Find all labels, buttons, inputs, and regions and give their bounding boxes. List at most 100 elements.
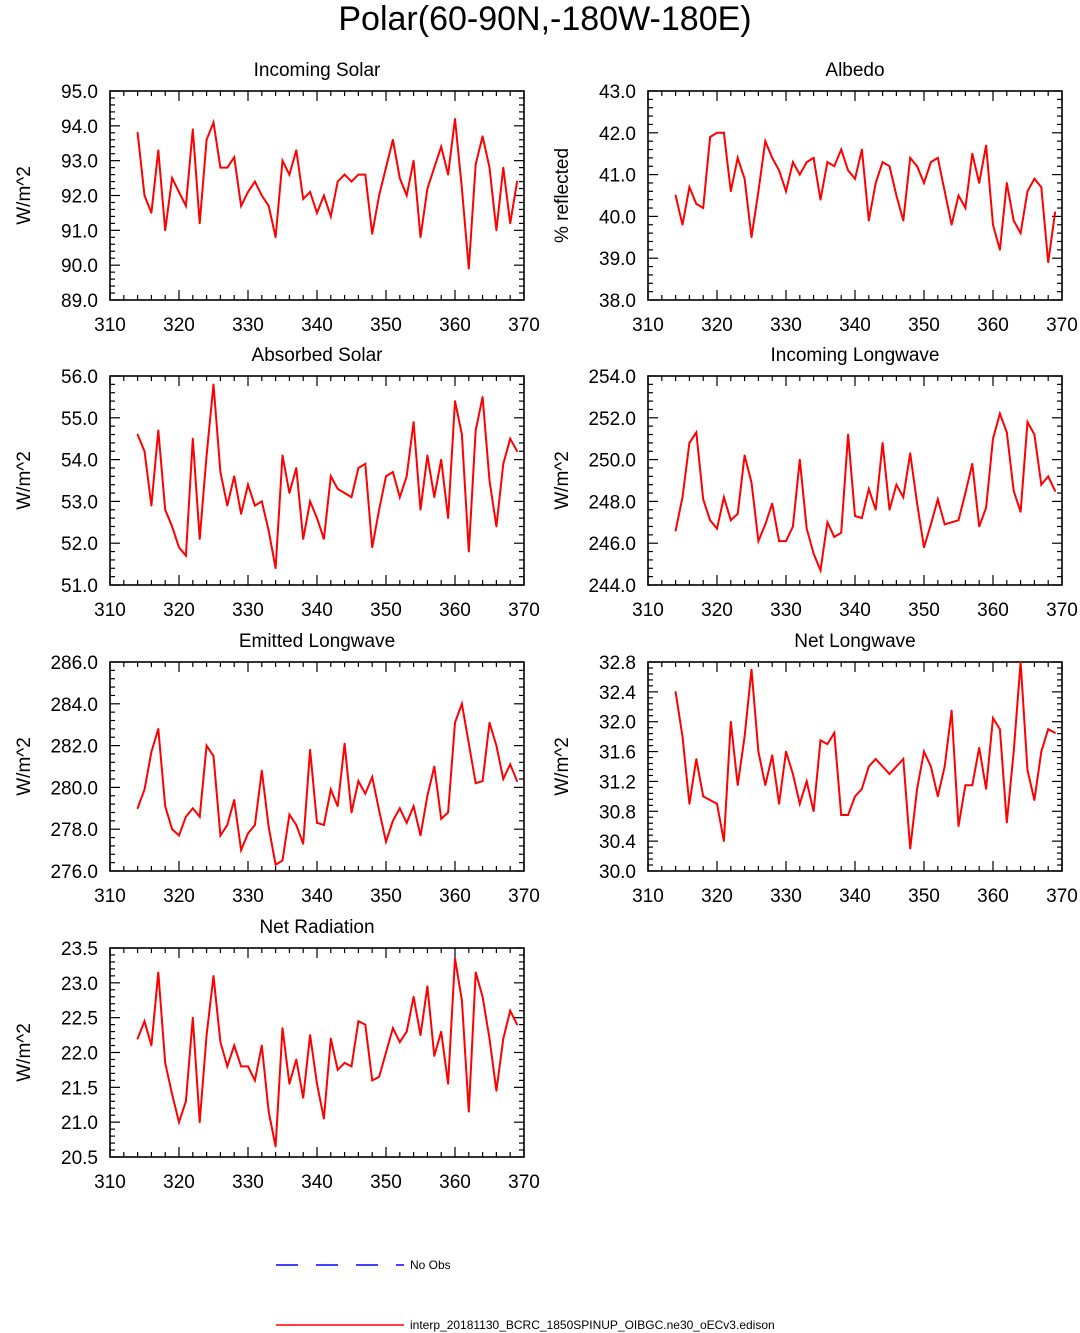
panel-3: Incoming Longwave W/m^2 310 320 330 340 350 360… [552, 345, 1078, 621]
data-point [688, 802, 691, 805]
y-tick-label: 278.0 [50, 820, 98, 841]
y-tick-label: 40.0 [599, 207, 636, 228]
data-point [385, 840, 387, 843]
data-point [736, 784, 739, 787]
data-point [743, 454, 746, 457]
data-point [316, 517, 318, 520]
data-point [702, 207, 705, 209]
data-point [992, 437, 994, 440]
data-point [736, 513, 739, 515]
data-point [198, 815, 201, 818]
data-point [447, 517, 449, 520]
data-point [509, 763, 512, 766]
data-point [729, 519, 732, 522]
data-point [833, 732, 836, 734]
y-tick-label: 32.4 [599, 683, 636, 704]
data-point [212, 121, 215, 124]
data-point [336, 487, 339, 490]
data-point [378, 1075, 380, 1078]
legend-model-label: interp_20181130_BCRC_1850SPINUP_OIBGC.ne… [410, 1318, 775, 1332]
data-point [509, 437, 512, 440]
data-point [191, 1016, 194, 1019]
data-point [812, 156, 815, 159]
data-point [681, 223, 684, 226]
data-point [1026, 190, 1029, 193]
data-point [454, 957, 456, 960]
y-tick-label: 91.0 [61, 221, 98, 242]
y-tick-label: 21.5 [61, 1078, 98, 1099]
data-point [219, 166, 222, 169]
data-point [674, 690, 677, 693]
data-point [874, 758, 877, 760]
data-point [474, 782, 477, 785]
x-tick-label: 340 [301, 600, 333, 621]
data-point [343, 173, 346, 176]
data-point [274, 1145, 277, 1148]
y-axis-label: W/m^2 [14, 737, 35, 796]
data-point [502, 462, 505, 465]
data-point [205, 1034, 208, 1036]
data-point [812, 552, 815, 555]
data-point [957, 519, 960, 522]
panels: Incoming Solar W/m^2 310 320 330 340 350 360 370… [14, 60, 1078, 1193]
data-point [999, 412, 1001, 415]
data-point [992, 717, 994, 719]
data-point [474, 163, 477, 166]
y-tick-label: 282.0 [50, 737, 98, 758]
data-point [233, 475, 236, 478]
data-point [812, 810, 815, 813]
data-point [495, 229, 498, 232]
y-tick-label: 286.0 [50, 653, 98, 674]
data-point [329, 215, 332, 218]
data-point [888, 508, 891, 511]
y-tick-label: 284.0 [50, 695, 98, 716]
data-point [847, 169, 849, 172]
data-point [433, 765, 436, 768]
plot-frame [647, 90, 1063, 301]
data-point [171, 828, 174, 831]
y-tick-label: 39.0 [599, 249, 636, 270]
data-point [350, 1065, 353, 1068]
data-point [164, 508, 167, 511]
y-tick-label: 30.4 [599, 832, 636, 853]
data-point [743, 177, 746, 180]
data-point [736, 156, 739, 159]
data-point [971, 152, 974, 155]
data-point [254, 504, 256, 507]
data-point [936, 498, 939, 501]
data-point [185, 1100, 187, 1103]
y-tick-label: 42.0 [599, 124, 636, 145]
data-point [419, 1034, 422, 1036]
data-point [371, 776, 374, 778]
data-point [516, 180, 518, 183]
data-point [371, 546, 374, 549]
data-point [695, 202, 698, 205]
data-point [157, 971, 160, 974]
data-point [1054, 732, 1056, 734]
data-point [288, 813, 291, 816]
panel-title: Absorbed Solar [252, 345, 384, 366]
data-point [792, 525, 794, 528]
y-tick-label: 20.5 [61, 1148, 98, 1169]
panel-title: Net Radiation [259, 917, 374, 938]
data-point [364, 173, 367, 176]
data-point [999, 248, 1001, 251]
data-point [695, 758, 698, 760]
data-point [219, 1041, 222, 1043]
data-point [398, 177, 401, 179]
panel-1: Albedo % reflected 310 320 330 340 350 360 370 38… [552, 60, 1078, 336]
data-point [985, 144, 987, 147]
data-point [819, 198, 822, 201]
data-point [302, 198, 305, 200]
data-point [943, 190, 946, 193]
data-point [778, 540, 780, 543]
x-tick-label: 320 [163, 886, 195, 907]
data-point [467, 550, 470, 553]
data-point [302, 1096, 305, 1099]
data-point [157, 149, 160, 152]
data-point [247, 832, 249, 835]
data-point [971, 784, 974, 787]
data-point [1012, 750, 1015, 753]
x-tick-label: 350 [370, 886, 402, 907]
